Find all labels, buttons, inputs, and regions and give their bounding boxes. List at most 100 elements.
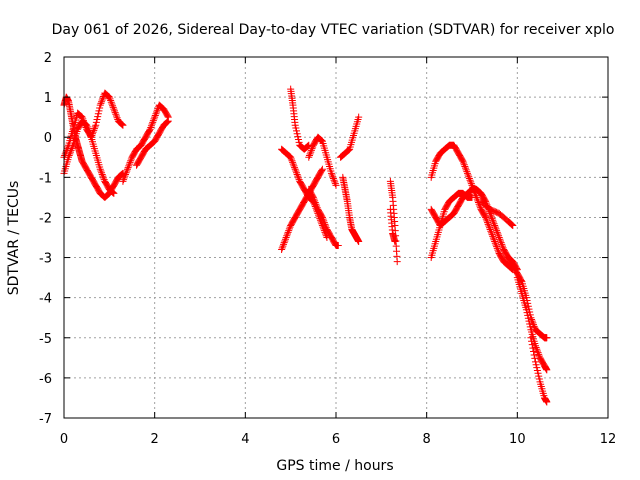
- data-point: [328, 171, 336, 179]
- data-point: [529, 344, 537, 352]
- data-point: [355, 113, 363, 121]
- data-point: [281, 235, 289, 243]
- data-point: [304, 142, 312, 150]
- data-point: [304, 142, 312, 150]
- data-point: [334, 242, 342, 250]
- data-point: [524, 311, 532, 319]
- data-point: [123, 167, 131, 175]
- series-arc-o: [427, 189, 476, 262]
- data-point: [127, 157, 135, 165]
- y-tick-label: 1: [44, 91, 52, 106]
- data-point: [91, 123, 99, 131]
- data-point: [127, 155, 135, 163]
- data-point: [292, 167, 300, 175]
- data-point: [290, 162, 298, 170]
- data-point: [65, 153, 73, 161]
- data-point: [473, 193, 481, 201]
- series-arc-q: [427, 185, 521, 274]
- data-point: [490, 220, 498, 228]
- data-point: [532, 344, 540, 352]
- data-point: [533, 364, 541, 372]
- data-point: [83, 121, 91, 129]
- data-point: [493, 228, 501, 236]
- data-point: [330, 176, 338, 184]
- data-point: [85, 126, 93, 134]
- data-point: [313, 202, 321, 210]
- data-point: [486, 225, 494, 233]
- data-point: [121, 172, 129, 180]
- data-point: [533, 366, 541, 374]
- data-point: [355, 238, 363, 246]
- data-point: [163, 118, 171, 126]
- data-point: [92, 118, 100, 126]
- data-point: [530, 351, 538, 359]
- series-arc-d: [119, 101, 172, 185]
- data-point: [484, 220, 492, 228]
- data-point: [111, 109, 119, 117]
- data-point: [492, 225, 500, 233]
- data-point: [311, 199, 319, 207]
- data-point: [99, 94, 107, 102]
- data-point: [495, 248, 503, 256]
- data-point: [292, 169, 300, 177]
- data-point: [278, 246, 286, 254]
- series-arc-c: [60, 117, 118, 197]
- data-point: [152, 110, 160, 118]
- data-point: [283, 230, 291, 238]
- y-tick-label: -1: [39, 171, 52, 186]
- data-point: [126, 158, 134, 166]
- data-point: [100, 176, 108, 184]
- series-arc-j: [305, 185, 342, 250]
- data-point: [522, 306, 530, 314]
- data-point: [282, 234, 290, 241]
- data-point: [322, 222, 330, 230]
- data-point: [146, 125, 154, 133]
- data-point: [279, 242, 287, 250]
- data-point: [85, 128, 93, 136]
- x-tick-label: 2: [151, 432, 159, 447]
- y-tick-label: 0: [44, 131, 52, 146]
- data-point: [535, 352, 543, 360]
- data-point: [313, 204, 321, 212]
- data-point: [493, 244, 501, 252]
- data-point: [484, 219, 492, 227]
- data-point: [122, 170, 130, 178]
- data-point: [482, 215, 490, 223]
- data-point: [485, 222, 493, 230]
- series-arc-a: [60, 93, 127, 201]
- data-point: [287, 153, 295, 161]
- data-point: [474, 197, 482, 205]
- data-point: [109, 189, 117, 197]
- data-point: [534, 349, 542, 357]
- data-point: [112, 112, 120, 120]
- data-point: [151, 113, 159, 121]
- data-point: [494, 230, 502, 238]
- data-point: [463, 168, 471, 176]
- data-point: [289, 158, 297, 166]
- data-point: [291, 165, 299, 173]
- data-point: [307, 148, 315, 156]
- data-point: [487, 213, 495, 221]
- data-point: [491, 239, 499, 247]
- series-arc-k: [337, 113, 363, 161]
- data-point: [460, 161, 468, 169]
- data-point: [280, 240, 288, 248]
- data-point: [65, 152, 73, 160]
- data-point: [534, 369, 542, 377]
- data-point: [319, 215, 327, 223]
- data-point: [322, 224, 330, 232]
- data-point: [499, 244, 507, 252]
- data-point: [488, 215, 496, 223]
- data-point: [94, 113, 102, 121]
- x-tick-label: 12: [600, 432, 617, 447]
- data-point: [318, 166, 326, 174]
- data-point: [529, 319, 537, 327]
- data-point: [87, 132, 95, 140]
- data-point: [164, 117, 172, 125]
- data-point: [531, 358, 539, 366]
- data-point: [309, 143, 317, 151]
- data-point: [292, 127, 300, 135]
- data-point: [530, 348, 538, 356]
- data-point: [308, 145, 316, 153]
- data-point: [543, 398, 551, 406]
